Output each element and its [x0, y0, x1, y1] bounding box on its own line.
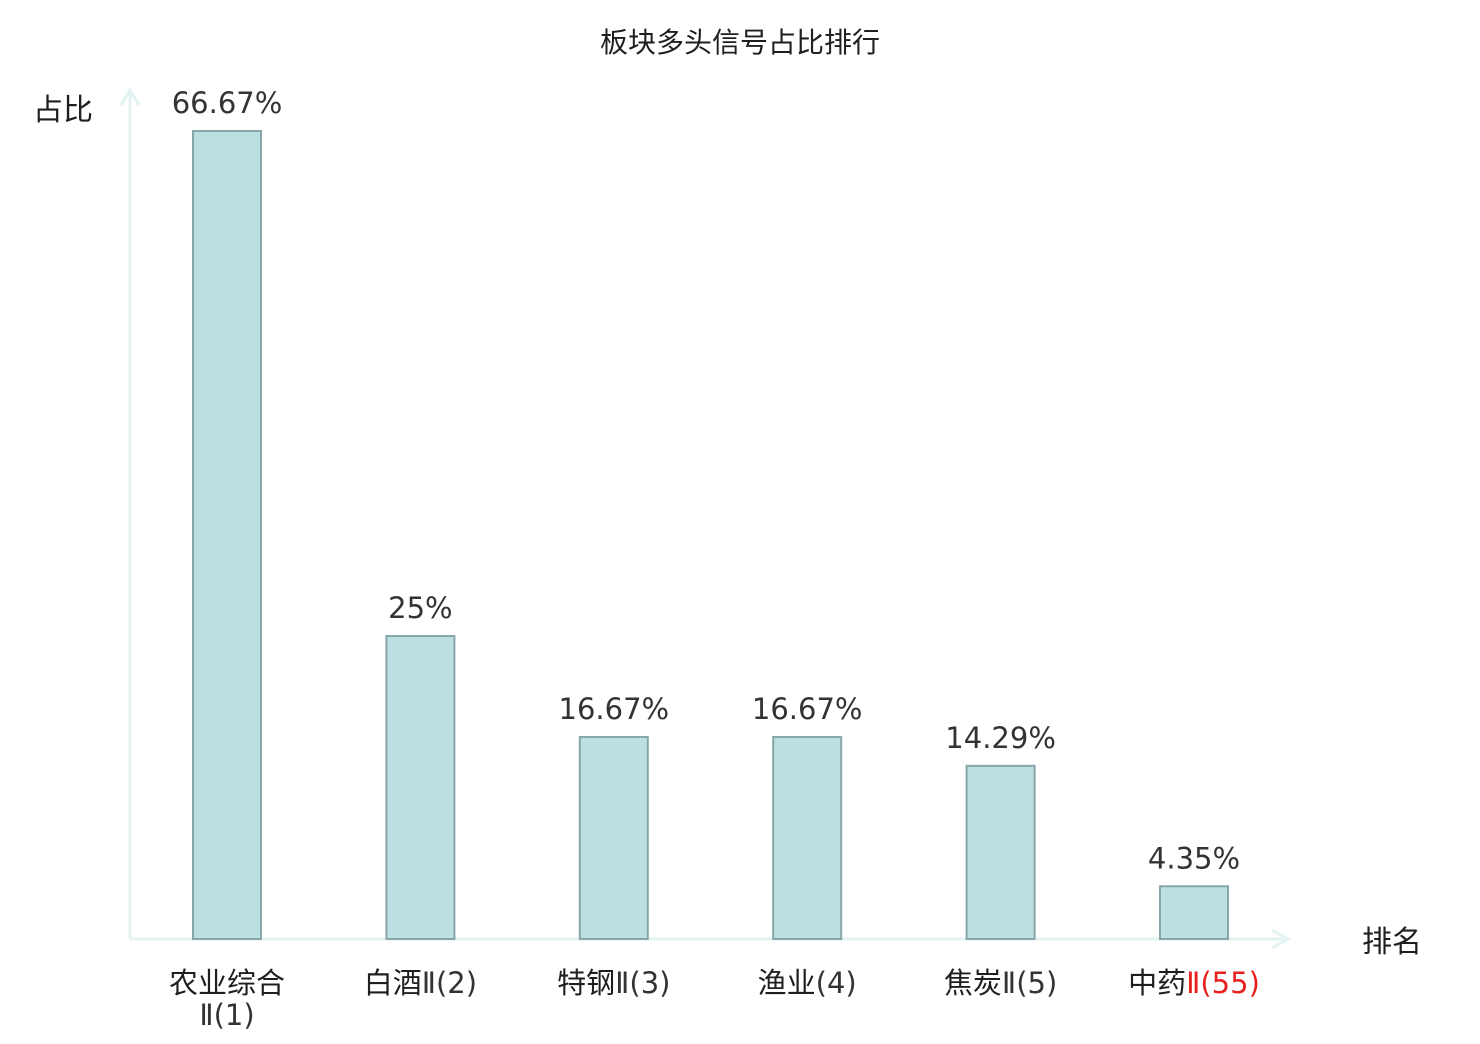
value-label-2: 25%	[388, 591, 452, 625]
category-suffix-2: Ⅱ(2)	[422, 966, 477, 1000]
category-suffix-4: (4)	[816, 966, 857, 1000]
value-labels-group: 66.67% 25% 16.67% 16.67% 14.29% 4.35%	[172, 86, 1240, 875]
axes	[119, 87, 1292, 950]
bar-4	[772, 735, 843, 941]
category-label-6: 中药Ⅱ(55)	[1128, 966, 1260, 1000]
bar-3	[578, 735, 649, 941]
category-name-2: 白酒	[364, 966, 422, 1000]
y-axis-arrow	[119, 87, 141, 106]
category-label-4: 渔业(4)	[758, 966, 857, 1000]
x-axis-title: 排名	[1362, 925, 1422, 960]
value-label-1: 66.67%	[172, 86, 283, 120]
bar-1	[192, 130, 262, 940]
value-label-3: 16.67%	[559, 692, 670, 726]
bars-group	[192, 130, 1229, 941]
category-name-4: 渔业	[758, 966, 816, 1000]
category-suffix-1: Ⅱ(1)	[199, 998, 254, 1032]
value-label-6: 4.35%	[1148, 841, 1240, 875]
chart-title: 板块多头信号占比排行	[600, 26, 880, 59]
bar-6	[1159, 885, 1229, 941]
category-name-6: 中药	[1128, 966, 1186, 1000]
bar-5	[965, 764, 1036, 940]
category-label-3: 特钢Ⅱ(3)	[557, 966, 670, 1000]
category-label-2: 白酒Ⅱ(2)	[364, 966, 477, 1000]
value-label-4: 16.67%	[752, 692, 863, 726]
category-suffix-5: Ⅱ(5)	[1002, 966, 1057, 1000]
category-name-5: 焦炭	[944, 966, 1002, 1000]
value-label-5: 14.29%	[945, 721, 1056, 755]
category-suffix-3: Ⅱ(3)	[615, 966, 670, 1000]
category-label-5: 焦炭Ⅱ(5)	[944, 966, 1057, 1000]
category-name-3: 特钢	[557, 966, 615, 1000]
y-axis-title: 占比	[33, 93, 93, 128]
x-axis-arrow	[1271, 928, 1292, 950]
bar-2	[385, 635, 456, 940]
category-suffix-6: Ⅱ(55)	[1186, 966, 1260, 1000]
category-label-1: 农业综合	[169, 966, 285, 1000]
